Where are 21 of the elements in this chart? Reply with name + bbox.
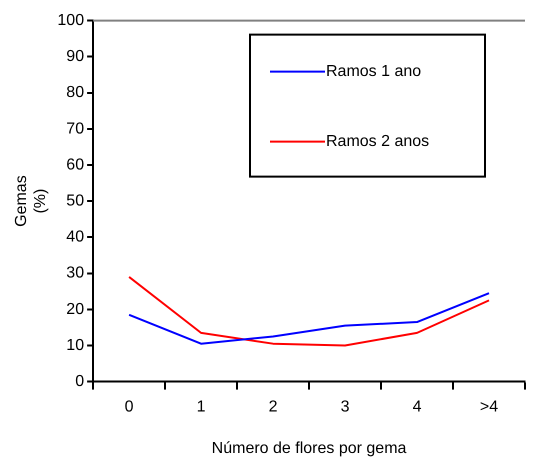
y-tick-label: 90 bbox=[66, 48, 84, 66]
y-tick-label: 70 bbox=[66, 120, 84, 138]
y-tick-label: 100 bbox=[57, 12, 84, 30]
legend-label: Ramos 2 anos bbox=[326, 133, 430, 150]
y-tick-label: 30 bbox=[66, 264, 84, 282]
y-tick-label: 20 bbox=[66, 300, 84, 318]
y-tick-label: 50 bbox=[66, 192, 84, 210]
x-tick-label: 2 bbox=[268, 398, 278, 416]
y-tick-label: 10 bbox=[66, 336, 84, 354]
y-tick-label: 60 bbox=[66, 156, 84, 174]
x-axis-title: Número de flores por gema bbox=[212, 440, 407, 457]
x-tick-label: >4 bbox=[480, 398, 498, 416]
x-tick-label: 1 bbox=[196, 398, 206, 416]
y-tick-label: 40 bbox=[66, 228, 84, 246]
x-tick-label: 0 bbox=[124, 398, 134, 416]
x-tick-label: 3 bbox=[340, 398, 350, 416]
legend-label: Ramos 1 ano bbox=[326, 63, 422, 80]
x-tick-label: 4 bbox=[412, 398, 422, 416]
y-axis-title: Gemas (%) bbox=[13, 175, 50, 227]
y-tick-label: 80 bbox=[66, 84, 84, 102]
y-tick-label: 0 bbox=[75, 373, 84, 390]
